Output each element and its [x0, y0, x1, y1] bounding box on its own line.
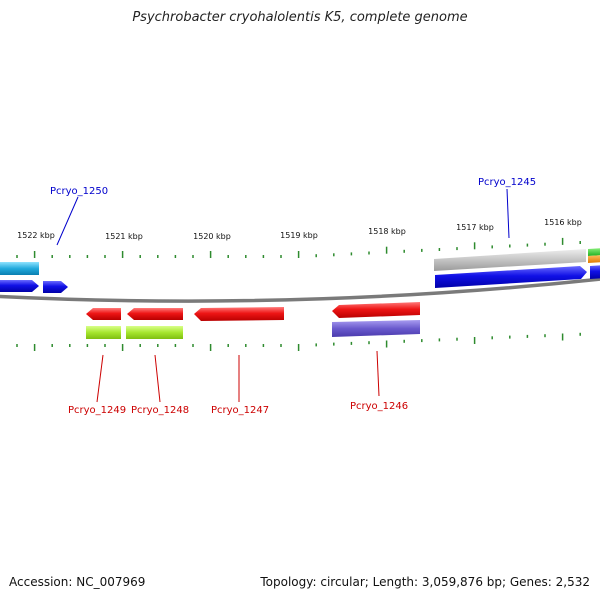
gene-arrow-forward[interactable]: [0, 280, 39, 292]
leader-line: [56, 196, 79, 246]
ruler-label: 1519 kbp: [280, 231, 318, 240]
genome-backbone: [0, 277, 600, 303]
ruler-label: 1522 kbp: [17, 231, 55, 240]
ruler-label: 1517 kbp: [456, 223, 494, 232]
lower-tick-row: [16, 332, 581, 351]
gene-arrow-pcryo-1248[interactable]: [127, 308, 183, 320]
leader-line: [96, 354, 104, 403]
gene-arrow-pcryo-1249[interactable]: [86, 308, 121, 320]
gene-arrow-pcryo-1250[interactable]: [43, 281, 68, 293]
gene-arrow-pcryo-1245[interactable]: [435, 266, 587, 288]
gene-label-pcryo-1247[interactable]: Pcryo_1247: [211, 405, 269, 416]
cds-feature-purple[interactable]: [332, 320, 420, 337]
cds-feature-green[interactable]: [588, 248, 600, 256]
ruler-label: 1518 kbp: [368, 227, 406, 236]
gene-arrow-forward-edge[interactable]: [590, 265, 600, 279]
ruler-label: 1521 kbp: [105, 232, 143, 241]
gene-label-pcryo-1250[interactable]: Pcryo_1250: [50, 186, 108, 197]
cds-feature-orange[interactable]: [588, 255, 600, 263]
upper-tick-row: [16, 237, 581, 258]
gene-label-pcryo-1248[interactable]: Pcryo_1248: [131, 405, 189, 416]
reverse-strand-features: [86, 302, 420, 339]
leader-line: [376, 350, 380, 397]
ruler-label: 1520 kbp: [193, 232, 231, 241]
gene-label-pcryo-1245[interactable]: Pcryo_1245: [478, 177, 536, 188]
forward-strand-features: [0, 248, 600, 293]
genome-title: Psychrobacter cryohalolentis K5, complet…: [132, 10, 468, 25]
cds-feature-cyan[interactable]: [0, 262, 39, 275]
accession-text: Accession: NC_007969: [9, 575, 146, 589]
cds-feature-lime[interactable]: [126, 326, 183, 339]
gene-arrow-pcryo-1247[interactable]: [194, 307, 284, 321]
gene-arrow-pcryo-1246[interactable]: [332, 302, 420, 318]
label-leader-lines: [56, 188, 510, 403]
cds-feature-gray[interactable]: [434, 249, 586, 271]
gene-label-pcryo-1249[interactable]: Pcryo_1249: [68, 405, 126, 416]
gene-label-pcryo-1246[interactable]: Pcryo_1246: [350, 401, 408, 412]
leader-line: [506, 188, 510, 239]
ruler-labels: 1522 kbp 1521 kbp 1520 kbp 1519 kbp 1518…: [17, 218, 582, 241]
gene-labels: Pcryo_1250 Pcryo_1245 Pcryo_1249 Pcryo_1…: [50, 177, 536, 416]
leader-line: [154, 354, 161, 403]
cds-feature-lime[interactable]: [86, 326, 121, 339]
ruler-label: 1516 kbp: [544, 218, 582, 227]
genome-summary-text: Topology: circular; Length: 3,059,876 bp…: [260, 575, 590, 589]
